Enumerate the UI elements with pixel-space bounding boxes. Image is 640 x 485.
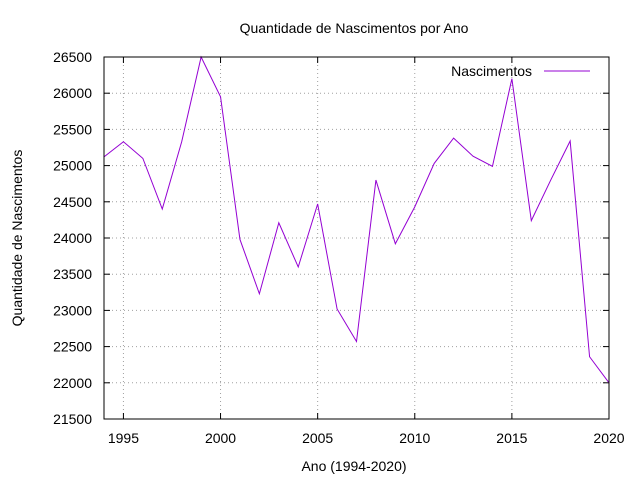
- y-tick-label: 26000: [53, 85, 92, 101]
- y-tick-label: 26500: [53, 49, 92, 65]
- x-tick-label: 2015: [496, 430, 527, 446]
- x-tick-label: 2020: [593, 430, 624, 446]
- y-tick-label: 24500: [53, 194, 92, 210]
- x-tick-label: 2005: [302, 430, 333, 446]
- y-tick-label: 22500: [53, 339, 92, 355]
- chart-title: Quantidade de Nascimentos por Ano: [240, 20, 469, 36]
- y-tick-label: 24000: [53, 230, 92, 246]
- y-tick-label: 25000: [53, 158, 92, 174]
- grid: [104, 57, 609, 419]
- tick-labels: 21500 22000 22500 23000 23500 24000 24500 25000…: [53, 49, 625, 446]
- y-tick-label: 23500: [53, 266, 92, 282]
- legend-label-nascimentos: Nascimentos: [451, 63, 532, 79]
- series-line-nascimentos: [103, 55, 610, 384]
- y-tick-label: 23000: [53, 302, 92, 318]
- y-axis-label: Quantidade de Nascimentos: [9, 150, 25, 327]
- y-tick-label: 21500: [53, 411, 92, 427]
- x-tick-label: 2000: [205, 430, 236, 446]
- series-layer: [103, 55, 610, 384]
- y-tick-label: 22000: [53, 375, 92, 391]
- y-tick-label: 25500: [53, 121, 92, 137]
- x-tick-label: 2010: [399, 430, 430, 446]
- plot-border: [103, 56, 610, 420]
- x-tick-label: 1995: [108, 430, 139, 446]
- legend: Nascimentos: [451, 63, 590, 79]
- x-axis-label: Ano (1994-2020): [301, 458, 406, 474]
